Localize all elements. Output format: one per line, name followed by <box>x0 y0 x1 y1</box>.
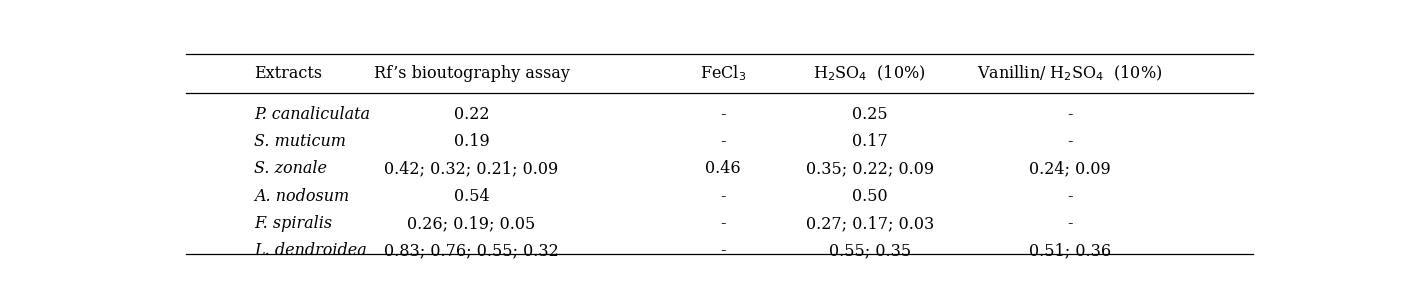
Text: Rf’s bioutography assay: Rf’s bioutography assay <box>373 65 570 82</box>
Text: 0.17: 0.17 <box>852 133 887 150</box>
Text: S. muticum: S. muticum <box>254 133 345 150</box>
Text: 0.54: 0.54 <box>453 188 489 205</box>
Text: 0.42; 0.32; 0.21; 0.09: 0.42; 0.32; 0.21; 0.09 <box>385 160 559 177</box>
Text: -: - <box>1067 133 1073 150</box>
Text: -: - <box>720 188 726 205</box>
Text: 0.46: 0.46 <box>705 160 741 177</box>
Text: -: - <box>1067 188 1073 205</box>
Text: 0.19: 0.19 <box>453 133 490 150</box>
Text: 0.51; 0.36: 0.51; 0.36 <box>1029 242 1111 259</box>
Text: -: - <box>720 106 726 123</box>
Text: Extracts: Extracts <box>254 65 322 82</box>
Text: 0.25: 0.25 <box>852 106 887 123</box>
Text: 0.55; 0.35: 0.55; 0.35 <box>828 242 911 259</box>
Text: FeCl$_3$: FeCl$_3$ <box>699 63 746 83</box>
Text: 0.27; 0.17; 0.03: 0.27; 0.17; 0.03 <box>806 215 934 232</box>
Text: -: - <box>720 215 726 232</box>
Text: S. zonale: S. zonale <box>254 160 327 177</box>
Text: 0.50: 0.50 <box>852 188 887 205</box>
Text: P. canaliculata: P. canaliculata <box>254 106 369 123</box>
Text: -: - <box>720 242 726 259</box>
Text: 0.24; 0.09: 0.24; 0.09 <box>1029 160 1111 177</box>
Text: Vanillin/ H$_2$SO$_4$  (10%): Vanillin/ H$_2$SO$_4$ (10%) <box>977 63 1163 83</box>
Text: -: - <box>720 133 726 150</box>
Text: 0.35; 0.22; 0.09: 0.35; 0.22; 0.09 <box>806 160 934 177</box>
Text: 0.26; 0.19; 0.05: 0.26; 0.19; 0.05 <box>407 215 535 232</box>
Text: 0.22: 0.22 <box>453 106 489 123</box>
Text: -: - <box>1067 215 1073 232</box>
Text: 0.83; 0.76; 0.55; 0.32: 0.83; 0.76; 0.55; 0.32 <box>385 242 559 259</box>
Text: H$_2$SO$_4$  (10%): H$_2$SO$_4$ (10%) <box>813 63 927 83</box>
Text: F. spiralis: F. spiralis <box>254 215 331 232</box>
Text: -: - <box>1067 106 1073 123</box>
Text: A. nodosum: A. nodosum <box>254 188 350 205</box>
Text: L. dendroidea: L. dendroidea <box>254 242 366 259</box>
